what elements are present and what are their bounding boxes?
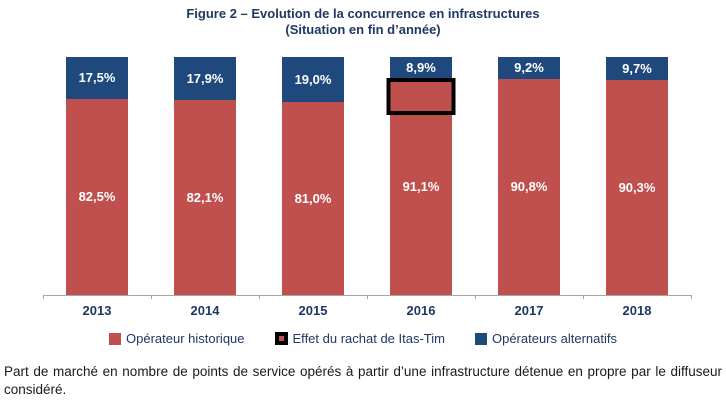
x-axis-label-2017: 2017 [514,303,544,318]
bar-value-label: 19,0% [294,72,332,88]
x-axis-label-2014: 2014 [190,303,220,318]
itas-tim-effect-box [386,78,456,116]
x-axis-tick [583,295,584,299]
red-square-icon [109,332,121,345]
bar-value-label: 90,3% [618,180,656,196]
stacked-bar-2013: 17,5% 82,5% [66,57,128,295]
x-axis-tick [475,295,476,299]
bar-value-label: 9,2% [514,60,544,76]
stacked-bar-2014: 17,9% 82,1% [174,57,236,295]
x-axis-labels: 2013 2014 2015 2016 2017 2018 [43,296,691,318]
legend-item-alternatifs: Opérateurs alternatifs [474,331,617,346]
bar-slot-2013: 17,5% 82,5% [43,57,151,295]
x-axis-tick [43,295,44,299]
stacked-bar-2015: 19,0% 81,0% [282,57,344,295]
plot-area: 17,5% 82,5% 17,9% 82,1% 19,0% 81,0% 8,9% 91,1% 9… [43,57,692,299]
bar-segment-alternatifs-2015: 19,0% [282,57,344,103]
legend-label-alternatifs: Opérateurs alternatifs [491,331,617,346]
bar-value-label: 8,9% [406,60,436,76]
chart-title: Figure 2 – Evolution de la concurrence e… [0,0,726,38]
legend: Opérateur historique Effet du rachat de … [0,331,726,346]
chart-title-line2: (Situation en fin d’année) [285,22,441,37]
bar-segment-alternatifs-2014: 17,9% [174,57,236,100]
legend-label-itas-tim: Effet du rachat de Itas-Tim [292,331,445,346]
bar-segment-historique-2015: 81,0% [282,102,344,295]
plot-wrap: 17,5% 82,5% 17,9% 82,1% 19,0% 81,0% 8,9% 91,1% 9… [43,57,692,318]
bar-value-label: 90,8% [510,179,548,195]
bar-slot-2014: 17,9% 82,1% [151,57,259,295]
x-axis-tick [367,295,368,299]
x-axis-label-2015: 2015 [298,303,328,318]
bar-value-label: 82,5% [78,189,116,205]
bar-value-label: 82,1% [186,189,224,205]
x-axis-label-2018: 2018 [622,303,652,318]
blue-square-icon [474,332,487,345]
x-axis-label-2016: 2016 [406,303,436,318]
bar-segment-historique-2013: 82,5% [66,98,128,295]
legend-item-historique: Opérateur historique [109,331,245,346]
bar-segment-alternatifs-2017: 9,2% [498,57,560,79]
x-axis-label-2013: 2013 [82,303,112,318]
bar-value-label: 91,1% [402,179,440,195]
bar-value-label: 17,9% [186,70,224,86]
legend-item-itas-tim: Effet du rachat de Itas-Tim [274,331,445,346]
bar-segment-alternatifs-2016: 8,9% [390,57,452,79]
x-axis-tick [691,295,692,299]
bar-slot-2017: 9,2% 90,8% [475,57,583,295]
stacked-bar-2018: 9,7% 90,3% [606,57,668,295]
bar-value-label: 17,5% [78,70,116,86]
stacked-bar-2017: 9,2% 90,8% [498,57,560,295]
bar-segment-historique-2018: 90,3% [606,80,668,295]
legend-label-historique: Opérateur historique [126,331,245,346]
black-bordered-square-icon [274,332,288,345]
chart-title-line1: Figure 2 – Evolution de la concurrence e… [186,6,540,21]
figure-caption: Part de marché en nombre de points de se… [4,364,722,397]
bar-value-label: 81,0% [294,191,332,207]
bar-value-label: 9,7% [622,61,652,77]
bar-slot-2018: 9,7% 90,3% [583,57,691,295]
bar-slot-2015: 19,0% 81,0% [259,57,367,295]
bar-segment-historique-2017: 90,8% [498,78,560,295]
bar-slot-2016: 8,9% 91,1% [367,57,475,295]
x-axis-tick [259,295,260,299]
x-axis-tick [151,295,152,299]
bar-segment-alternatifs-2013: 17,5% [66,57,128,99]
bar-segment-historique-2014: 82,1% [174,99,236,295]
bar-segment-alternatifs-2018: 9,7% [606,57,668,81]
